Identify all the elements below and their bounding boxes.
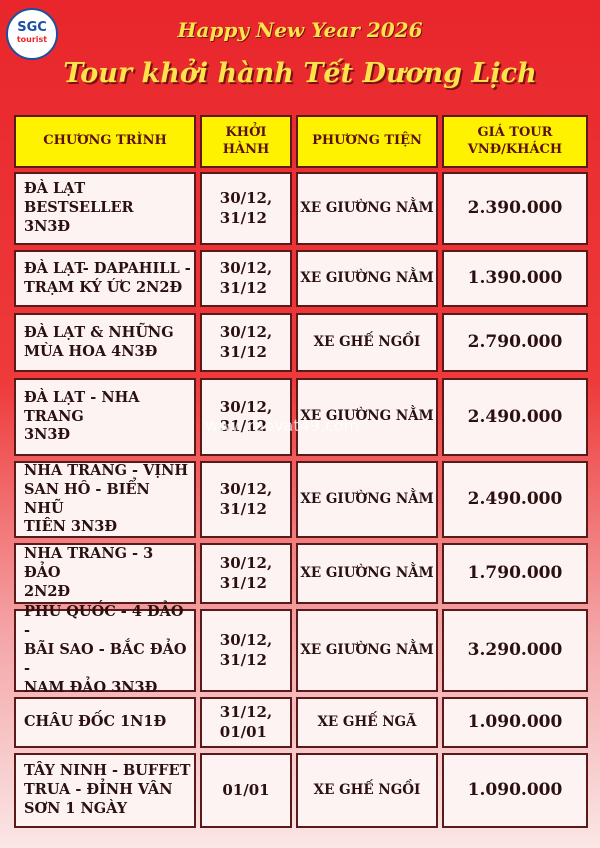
price: 2.490.000 [442,378,588,456]
transport: XE GIƯỜNG NẰM [296,461,438,538]
price: 3.290.000 [442,609,588,692]
departure: 30/12, 31/12 [200,609,292,692]
price: 1.090.000 [442,753,588,828]
tour-name: ĐÀ LẠT & NHỮNG MÙA HOA 4N3Đ [14,313,196,372]
transport: XE GIƯỜNG NẰM [296,543,438,604]
transport: XE GIƯỜNG NẰM [296,609,438,692]
greeting: Happy New Year 2026 [177,18,423,42]
column-header: KHỞI HÀNH [200,115,292,168]
price: 1.090.000 [442,697,588,748]
departure: 30/12, 31/12 [200,461,292,538]
column-header: GIÁ TOUR VNĐ/KHÁCH [442,115,588,168]
tour-name: ĐÀ LẠT - NHA TRANG 3N3Đ [14,378,196,456]
tour-name: ĐÀ LẠT- DAPAHILL - TRẠM KÝ ỨC 2N2Đ [14,250,196,307]
departure: 30/12, 31/12 [200,250,292,307]
price: 1.790.000 [442,543,588,604]
logo-sub: tourist [16,35,48,44]
transport: XE GHẾ NGÃ [296,697,438,748]
tour-name: NHA TRANG - 3 ĐẢO 2N2Đ [14,543,196,604]
departure: 30/12, 31/12 [200,378,292,456]
transport: XE GIƯỜNG NẰM [296,378,438,456]
tour-name: NHA TRANG - VỊNH SAN HÔ - BIỂN NHŨ TIÊN … [14,461,196,538]
column-header: CHƯƠNG TRÌNH [14,115,196,168]
column-header: PHƯƠNG TIỆN [296,115,438,168]
transport: XE GIƯỜNG NẰM [296,250,438,307]
tour-name: PHÚ QUỐC - 4 ĐẢO - BÃI SAO - BẮC ĐẢO - N… [14,603,196,696]
transport: XE GHẾ NGỒI [296,753,438,828]
tour-name: TÂY NINH - BUFFET TRUA - ĐỈNH VÂN SƠN 1 … [14,753,196,828]
departure: 30/12, 31/12 [200,172,292,245]
departure: 30/12, 31/12 [200,543,292,604]
departure: 31/12, 01/01 [200,697,292,748]
logo: SGC tourist [6,8,58,60]
transport: XE GHẾ NGỒI [296,313,438,372]
departure: 30/12, 31/12 [200,313,292,372]
logo-brand: SGC [17,20,47,35]
tour-name: CHÂU ĐỐC 1N1Đ [14,697,196,748]
price: 2.390.000 [442,172,588,245]
transport: XE GIƯỜNG NẰM [296,172,438,245]
price: 1.390.000 [442,250,588,307]
departure: 01/01 [200,753,292,828]
price: 2.790.000 [442,313,588,372]
watermark: www.raovat49.com [205,416,360,435]
tour-name: ĐÀ LẠT BESTSELLER 3N3Đ [14,172,196,245]
title: Tour khởi hành Tết Dương Lịch [63,58,537,89]
price: 2.490.000 [442,461,588,538]
